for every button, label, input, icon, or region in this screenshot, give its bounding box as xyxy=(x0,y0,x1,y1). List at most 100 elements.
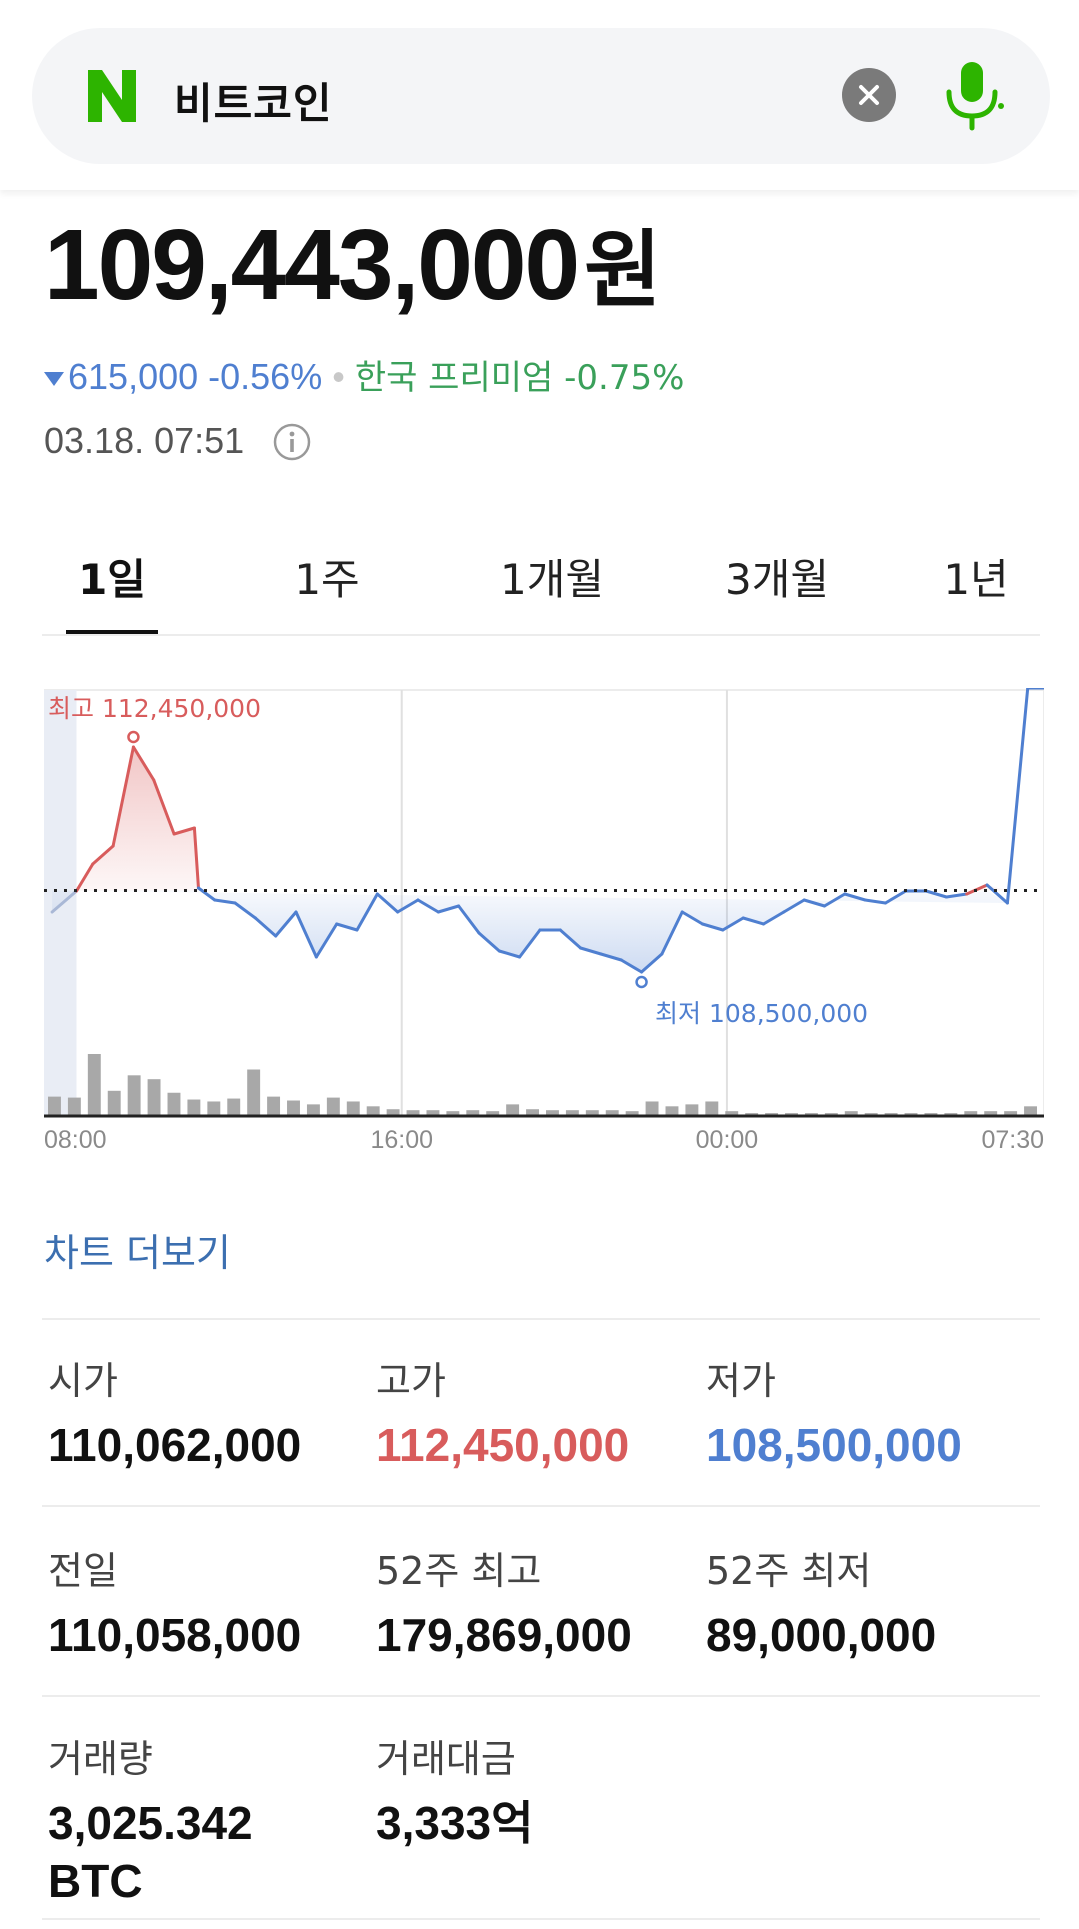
volume-bar xyxy=(127,1075,141,1116)
price-chart[interactable]: 최고 112,450,000 최저 108,500,000 08:00 16:00 00… xyxy=(44,688,1044,1158)
price-line-segment xyxy=(863,898,887,905)
high-label: 최고 112,450,000 xyxy=(48,694,261,723)
volume-bar xyxy=(207,1101,221,1116)
volume-bar xyxy=(426,1110,440,1116)
volume-bar xyxy=(625,1111,639,1116)
volume-bar xyxy=(306,1104,320,1116)
price-line-segment xyxy=(924,889,948,899)
x-tick-label: 08:00 xyxy=(44,1126,107,1154)
price-line-segment xyxy=(396,898,420,914)
price-line-segment xyxy=(599,952,623,962)
quote-timestamp: 03.18. 07:51 xyxy=(44,420,245,461)
price-line-segment xyxy=(518,928,542,959)
volume-bar xyxy=(605,1110,619,1116)
stat-open: 시가 110,062,000 xyxy=(48,1350,301,1475)
price-line-segment xyxy=(196,886,217,902)
volume-bar xyxy=(665,1106,679,1116)
low-marker xyxy=(635,975,648,989)
price-line-segment xyxy=(75,862,95,893)
stat-prev-close: 전일 110,058,000 xyxy=(48,1540,301,1665)
price-line-segment xyxy=(375,892,400,914)
naver-logo xyxy=(88,70,136,122)
volume-bar xyxy=(645,1101,659,1116)
volume-bar xyxy=(1024,1106,1037,1116)
price-line-segment xyxy=(253,916,278,938)
stat-52w-low: 52주 최저 89,000,000 xyxy=(706,1540,936,1665)
price-line-segment xyxy=(436,904,461,914)
stat-label: 거래량 xyxy=(48,1737,153,1781)
search-bar[interactable]: 비트코인 xyxy=(32,28,1050,164)
search-query[interactable]: 비트코인 xyxy=(174,79,333,128)
price-value: 109,443,000 xyxy=(44,209,580,321)
tab-label: 3개월 xyxy=(724,555,829,604)
price-line-segment xyxy=(558,928,583,950)
tab-1-month[interactable]: 1개월 xyxy=(472,540,632,632)
price-area-above xyxy=(52,747,1008,891)
x-tick-label: 00:00 xyxy=(696,1126,759,1154)
price-line-segment xyxy=(1005,688,1030,905)
price-line-segment xyxy=(701,922,725,932)
price-line-segment xyxy=(335,922,359,932)
price-line-segment xyxy=(457,904,481,935)
volume-bar xyxy=(585,1110,599,1116)
price-line-segment xyxy=(944,892,969,899)
clear-search-button[interactable] xyxy=(842,68,896,122)
low-label: 최저 108,500,000 xyxy=(655,999,868,1028)
price-line-segment xyxy=(294,910,318,959)
price-line-segment xyxy=(416,898,440,914)
price-line-segment xyxy=(50,889,79,914)
volume-bar xyxy=(486,1111,500,1116)
volume-bar xyxy=(287,1100,300,1116)
down-triangle-icon xyxy=(44,372,64,387)
price-line-segment xyxy=(721,916,745,932)
price-line-segment xyxy=(660,910,684,956)
volume-bar xyxy=(147,1079,161,1116)
close-icon xyxy=(859,85,879,105)
volume-bar xyxy=(446,1111,460,1116)
info-icon[interactable] xyxy=(272,422,312,462)
volume-bar xyxy=(107,1090,121,1116)
volume-bar xyxy=(247,1069,261,1116)
price-area-below xyxy=(52,890,1008,972)
volume-bar xyxy=(685,1104,699,1116)
tab-1-week[interactable]: 1주 xyxy=(257,540,397,632)
volume-bar xyxy=(167,1092,181,1116)
price-line-segment xyxy=(802,898,826,908)
divider xyxy=(42,1318,1040,1320)
volume-bar xyxy=(466,1110,480,1116)
price-change-row: 615,000 -0.56% • 한국 프리미엄 -0.75% xyxy=(44,350,684,399)
volume-bar xyxy=(725,1111,739,1116)
volume-bar xyxy=(1004,1111,1018,1116)
volume-bar xyxy=(187,1099,201,1116)
stat-value: 3,025.342 BTC xyxy=(48,1797,253,1907)
price-line-segment xyxy=(843,892,867,902)
price-line-segment xyxy=(152,778,176,836)
price-line-segment xyxy=(355,892,379,932)
price-line-segment xyxy=(640,952,664,974)
price-unit: 원 xyxy=(584,221,661,319)
price-line-segment xyxy=(680,910,705,926)
price-line-segment xyxy=(111,745,135,848)
stat-label: 고가 xyxy=(376,1359,446,1403)
price-line-segment xyxy=(619,958,644,974)
tab-1-year[interactable]: 1년 xyxy=(912,540,1040,632)
price-line-segment xyxy=(233,901,257,920)
stat-value: 108,500,000 xyxy=(706,1419,962,1471)
stat-label: 전일 xyxy=(48,1549,118,1593)
tab-3-month[interactable]: 3개월 xyxy=(687,540,867,632)
price-line-segment xyxy=(213,898,237,905)
volume-bar xyxy=(87,1054,101,1116)
stat-trade-value: 거래대금 3,333억 xyxy=(376,1728,533,1853)
stat-volume: 거래량 3,025.342 BTC xyxy=(48,1728,348,1910)
price-line-segment xyxy=(985,883,1009,905)
price-line-segment xyxy=(883,889,908,905)
chart-more-link[interactable]: 차트 더보기 xyxy=(44,1231,231,1275)
price-line-segment xyxy=(192,826,200,890)
tab-1-day[interactable]: 1일 xyxy=(42,540,182,634)
volume-bar xyxy=(526,1109,539,1116)
price-line-segment xyxy=(477,931,501,953)
price-line-segment xyxy=(172,826,196,836)
volume-bar xyxy=(267,1096,281,1116)
microphone-icon[interactable] xyxy=(937,58,1007,134)
stat-value: 110,058,000 xyxy=(48,1609,302,1661)
